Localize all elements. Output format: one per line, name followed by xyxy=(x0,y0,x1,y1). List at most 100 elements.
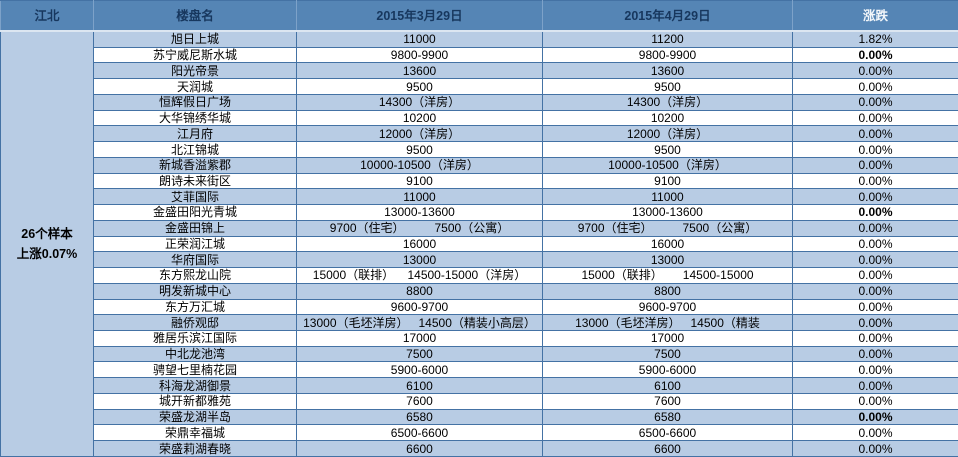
col-header-property-name[interactable]: 楼盘名 xyxy=(93,0,297,32)
property-name-cell[interactable]: 艾菲国际 xyxy=(93,188,297,206)
property-name-cell[interactable]: 江月府 xyxy=(93,125,297,143)
price-march-cell[interactable]: 9100 xyxy=(296,172,543,190)
change-cell[interactable]: 0.00% xyxy=(792,361,958,379)
price-april-cell[interactable]: 6100 xyxy=(542,377,793,394)
change-cell[interactable]: 0.00% xyxy=(792,282,958,300)
price-april-cell[interactable]: 13000-13600 xyxy=(542,204,793,221)
price-april-cell[interactable]: 13600 xyxy=(542,62,793,80)
change-cell[interactable]: 0.00% xyxy=(792,408,958,426)
property-name-cell[interactable]: 东方熙龙山院 xyxy=(93,267,297,284)
price-april-cell[interactable]: 10000-10500（洋房） xyxy=(542,156,793,174)
price-march-cell[interactable]: 12000（洋房） xyxy=(296,125,543,143)
col-header-date-march[interactable]: 2015年3月29日 xyxy=(296,0,543,32)
price-march-cell[interactable]: 6100 xyxy=(296,377,543,394)
col-header-change[interactable]: 涨跌 xyxy=(792,0,958,32)
property-name-cell[interactable]: 荣盛莉湖春晓 xyxy=(93,440,297,457)
price-april-cell[interactable]: 9500 xyxy=(542,78,793,95)
change-cell[interactable]: 0.00% xyxy=(792,93,958,111)
change-cell[interactable]: 0.00% xyxy=(792,424,958,442)
property-name-cell[interactable]: 融侨观邸 xyxy=(93,314,297,331)
change-cell[interactable]: 0.00% xyxy=(792,392,958,410)
price-april-cell[interactable]: 7600 xyxy=(542,392,793,410)
change-cell[interactable]: 0.00% xyxy=(792,329,958,347)
property-name-cell[interactable]: 恒辉假日广场 xyxy=(93,93,297,111)
price-april-cell[interactable]: 9700（住宅） 7500（公寓） xyxy=(542,219,793,237)
change-cell[interactable]: 0.00% xyxy=(792,204,958,221)
price-april-cell[interactable]: 12000（洋房） xyxy=(542,125,793,143)
property-name-cell[interactable]: 东方万汇城 xyxy=(93,298,297,316)
price-april-cell[interactable]: 10200 xyxy=(542,109,793,127)
property-name-cell[interactable]: 旭日上城 xyxy=(93,30,297,48)
property-name-cell[interactable]: 金盛田锦上 xyxy=(93,219,297,237)
property-name-cell[interactable]: 正荣润江城 xyxy=(93,235,297,253)
change-cell[interactable]: 0.00% xyxy=(792,345,958,363)
price-march-cell[interactable]: 13000（毛坯洋房） 14500（精装小高层） xyxy=(296,314,543,331)
change-cell[interactable]: 0.00% xyxy=(792,125,958,143)
change-cell[interactable]: 0.00% xyxy=(792,188,958,206)
property-name-cell[interactable]: 华府国际 xyxy=(93,251,297,269)
change-cell[interactable]: 0.00% xyxy=(792,156,958,174)
change-cell[interactable]: 0.00% xyxy=(792,298,958,316)
price-april-cell[interactable]: 17000 xyxy=(542,329,793,347)
col-header-date-april[interactable]: 2015年4月29日 xyxy=(542,0,793,32)
price-april-cell[interactable]: 9800-9900 xyxy=(542,46,793,64)
price-march-cell[interactable]: 15000（联排） 14500-15000（洋房） xyxy=(296,267,543,284)
property-name-cell[interactable]: 城开新都雅苑 xyxy=(93,392,297,410)
price-april-cell[interactable]: 8800 xyxy=(542,282,793,300)
price-march-cell[interactable]: 16000 xyxy=(296,235,543,253)
price-april-cell[interactable]: 7500 xyxy=(542,345,793,363)
region-summary-cell[interactable]: 26个样本 上涨0.07% xyxy=(0,31,94,457)
price-april-cell[interactable]: 11200 xyxy=(542,30,793,48)
price-march-cell[interactable]: 9500 xyxy=(296,141,543,158)
change-cell[interactable]: 0.00% xyxy=(792,219,958,237)
property-name-cell[interactable]: 雅居乐滨江国际 xyxy=(93,329,297,347)
change-cell[interactable]: 0.00% xyxy=(792,440,958,457)
price-march-cell[interactable]: 14300（洋房） xyxy=(296,93,543,111)
price-march-cell[interactable]: 6500-6600 xyxy=(296,424,543,442)
change-cell[interactable]: 0.00% xyxy=(792,267,958,284)
price-march-cell[interactable]: 13000-13600 xyxy=(296,204,543,221)
price-april-cell[interactable]: 9500 xyxy=(542,141,793,158)
price-april-cell[interactable]: 13000 xyxy=(542,251,793,269)
property-name-cell[interactable]: 北江锦城 xyxy=(93,141,297,158)
property-name-cell[interactable]: 天润城 xyxy=(93,78,297,95)
price-march-cell[interactable]: 11000 xyxy=(296,188,543,206)
property-name-cell[interactable]: 朗诗未来街区 xyxy=(93,172,297,190)
price-march-cell[interactable]: 6580 xyxy=(296,408,543,426)
col-header-region[interactable]: 江北 xyxy=(0,0,94,32)
price-april-cell[interactable]: 13000（毛坯洋房） 14500（精装 xyxy=(542,314,793,331)
price-march-cell[interactable]: 11000 xyxy=(296,30,543,48)
property-name-cell[interactable]: 金盛田阳光青城 xyxy=(93,204,297,221)
property-name-cell[interactable]: 明发新城中心 xyxy=(93,282,297,300)
price-april-cell[interactable]: 6500-6600 xyxy=(542,424,793,442)
price-march-cell[interactable]: 9600-9700 xyxy=(296,298,543,316)
price-march-cell[interactable]: 8800 xyxy=(296,282,543,300)
property-name-cell[interactable]: 苏宁威尼斯水城 xyxy=(93,46,297,64)
price-march-cell[interactable]: 17000 xyxy=(296,329,543,347)
price-march-cell[interactable]: 7600 xyxy=(296,392,543,410)
price-march-cell[interactable]: 9800-9900 xyxy=(296,46,543,64)
price-march-cell[interactable]: 5900-6000 xyxy=(296,361,543,379)
change-cell[interactable]: 0.00% xyxy=(792,377,958,394)
price-april-cell[interactable]: 11000 xyxy=(542,188,793,206)
change-cell[interactable]: 0.00% xyxy=(792,235,958,253)
price-april-cell[interactable]: 9600-9700 xyxy=(542,298,793,316)
price-april-cell[interactable]: 14300（洋房） xyxy=(542,93,793,111)
change-cell[interactable]: 0.00% xyxy=(792,109,958,127)
price-march-cell[interactable]: 7500 xyxy=(296,345,543,363)
property-name-cell[interactable]: 荣鼎幸福城 xyxy=(93,424,297,442)
property-name-cell[interactable]: 新城香溢紫郡 xyxy=(93,156,297,174)
price-march-cell[interactable]: 10000-10500（洋房） xyxy=(296,156,543,174)
change-cell[interactable]: 0.00% xyxy=(792,62,958,80)
price-april-cell[interactable]: 16000 xyxy=(542,235,793,253)
change-cell[interactable]: 0.00% xyxy=(792,172,958,190)
change-cell[interactable]: 0.00% xyxy=(792,46,958,64)
price-april-cell[interactable]: 9100 xyxy=(542,172,793,190)
price-march-cell[interactable]: 9700（住宅） 7500（公寓） xyxy=(296,219,543,237)
change-cell[interactable]: 0.00% xyxy=(792,78,958,95)
price-march-cell[interactable]: 9500 xyxy=(296,78,543,95)
property-name-cell[interactable]: 科海龙湖御景 xyxy=(93,377,297,394)
price-march-cell[interactable]: 13600 xyxy=(296,62,543,80)
price-april-cell[interactable]: 6600 xyxy=(542,440,793,457)
property-name-cell[interactable]: 中北龙池湾 xyxy=(93,345,297,363)
